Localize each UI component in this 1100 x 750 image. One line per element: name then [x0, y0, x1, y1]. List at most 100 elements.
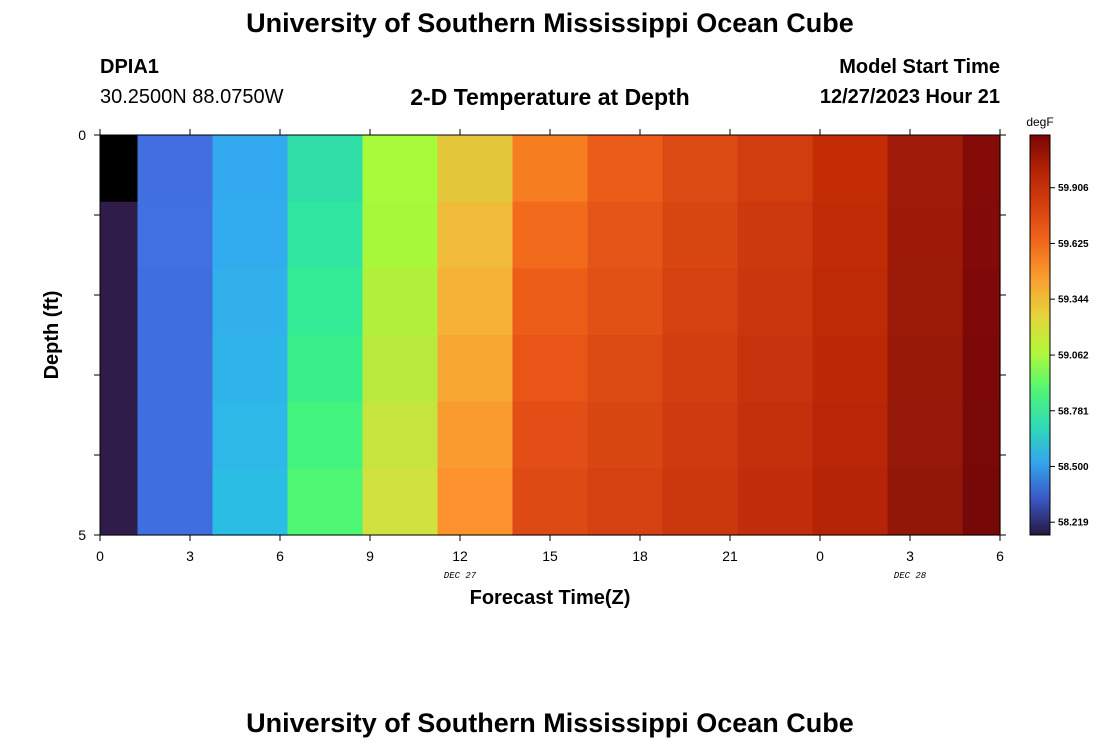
- heatmap-cell: [812, 268, 889, 336]
- model-start-label: Model Start Time: [839, 56, 1000, 78]
- heatmap-cell: [662, 401, 739, 469]
- colorbar-tick-label: 59.344: [1058, 295, 1089, 306]
- heatmap-cell: [587, 335, 664, 403]
- heatmap-cell: [962, 335, 1001, 403]
- heatmap-cell: [287, 335, 364, 403]
- heatmap-cell: [212, 468, 289, 536]
- colorbar-tick-label: 59.906: [1058, 183, 1089, 194]
- x-tick-label: 9: [366, 548, 374, 564]
- heatmap-cell: [100, 401, 139, 469]
- x-tick-label: 21: [722, 548, 738, 564]
- heatmap-cell: [587, 468, 664, 536]
- x-axis-title: Forecast Time(Z): [470, 587, 631, 609]
- heatmap-cell: [212, 201, 289, 269]
- main-title: University of Southern Mississippi Ocean…: [246, 8, 854, 38]
- station-id: DPIA1: [100, 56, 159, 78]
- heatmap-cell: [662, 201, 739, 269]
- heatmap-cell: [100, 268, 139, 336]
- date-label: DEC 28: [894, 571, 927, 581]
- heatmap-cell: [737, 268, 814, 336]
- heatmap-cell: [587, 401, 664, 469]
- heatmap-cell: [137, 401, 214, 469]
- heatmap-cell: [287, 201, 364, 269]
- footer-title: University of Southern Mississippi Ocean…: [246, 708, 854, 738]
- colorbar-tick-label: 59.062: [1058, 351, 1089, 362]
- station-coordinates: 30.2500N 88.0750W: [100, 86, 284, 108]
- heatmap-cell: [887, 335, 964, 403]
- heatmap-cell: [887, 268, 964, 336]
- heatmap-cell: [962, 201, 1001, 269]
- heatmap-cell: [662, 135, 739, 203]
- heatmap-cell: [137, 135, 214, 203]
- heatmap-cell: [737, 401, 814, 469]
- heatmap-cell: [287, 401, 364, 469]
- heatmap-cell: [137, 268, 214, 336]
- chart-title: 2-D Temperature at Depth: [410, 84, 690, 110]
- x-tick-label: 3: [906, 548, 914, 564]
- heatmap-cell: [587, 268, 664, 336]
- colorbar-tick-label: 58.219: [1058, 518, 1089, 529]
- heatmap-cell: [100, 468, 139, 536]
- x-tick-label: 6: [996, 548, 1004, 564]
- heatmap-cell: [737, 335, 814, 403]
- heatmap-cell: [137, 468, 214, 536]
- x-tick-label: 15: [542, 548, 558, 564]
- x-tick-label: 12: [452, 548, 468, 564]
- colorbar-gradient: [1029, 134, 1051, 536]
- heatmap-cell: [812, 201, 889, 269]
- heatmap-cell: [437, 268, 514, 336]
- heatmap-cell: [962, 268, 1001, 336]
- heatmap-cell: [662, 468, 739, 536]
- heatmap-cell: [962, 401, 1001, 469]
- colorbar-tick-label: 59.625: [1058, 239, 1089, 250]
- x-tick-label: 0: [816, 548, 824, 564]
- y-tick-label: 5: [78, 527, 86, 543]
- x-tick-label: 6: [276, 548, 284, 564]
- date-label: DEC 27: [444, 571, 477, 581]
- heatmap-cell: [512, 268, 589, 336]
- heatmap-cell: [812, 401, 889, 469]
- heatmap-cell: [437, 335, 514, 403]
- heatmap-cell: [287, 268, 364, 336]
- heatmap-cell: [512, 135, 589, 203]
- heatmap-cell: [887, 135, 964, 203]
- heatmap-cell: [737, 468, 814, 536]
- heatmap-cell: [962, 135, 1001, 203]
- heatmap-cell: [587, 201, 664, 269]
- heatmap-cell: [100, 335, 139, 403]
- heatmap-cell: [887, 468, 964, 536]
- heatmap-cell: [137, 335, 214, 403]
- colorbar-tick-label: 58.781: [1058, 406, 1089, 417]
- x-tick-label: 3: [186, 548, 194, 564]
- heatmap-cell: [737, 201, 814, 269]
- x-tick-label: 18: [632, 548, 648, 564]
- heatmap-cell: [512, 468, 589, 536]
- heatmap-cell: [512, 335, 589, 403]
- heatmap-cell: [512, 201, 589, 269]
- colorbar-unit: degF: [1026, 115, 1053, 129]
- heatmap-cell: [887, 201, 964, 269]
- heatmap-cell: [137, 201, 214, 269]
- heatmap-cell: [812, 135, 889, 203]
- colorbar-tick-label: 58.500: [1058, 462, 1089, 473]
- heatmap-cell: [437, 401, 514, 469]
- heatmap-cell: [362, 335, 439, 403]
- colorbar: degF 58.219 58.500 58.781 59.062 59.344 59.625…: [1026, 115, 1089, 536]
- heatmap-cell: [212, 401, 289, 469]
- heatmap-cell: [812, 468, 889, 536]
- heatmap-cell: [437, 468, 514, 536]
- model-start-time: 12/27/2023 Hour 21: [819, 86, 1000, 108]
- heatmap-cell: [662, 268, 739, 336]
- heatmap-cell: [362, 135, 439, 203]
- heatmap-cell: [362, 201, 439, 269]
- heatmap-cell: [437, 135, 514, 203]
- heatmap-cell: [287, 135, 364, 203]
- heatmap-cell: [737, 135, 814, 203]
- heatmap-cell: [287, 468, 364, 536]
- heatmap-cell: [887, 401, 964, 469]
- heatmap-cell: [512, 401, 589, 469]
- y-tick-label: 0: [78, 127, 86, 143]
- heatmap-cell: [812, 335, 889, 403]
- heatmap-cell: [362, 401, 439, 469]
- heatmap-cell: [212, 335, 289, 403]
